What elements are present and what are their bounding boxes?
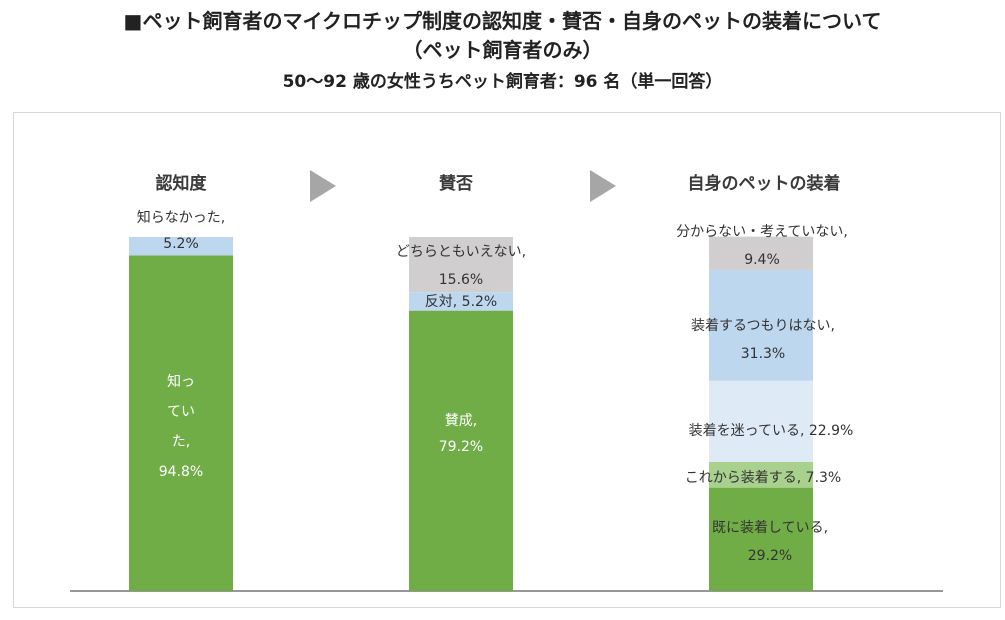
chevron-right-icon — [590, 170, 616, 202]
data-label: どちらともいえない, — [396, 244, 526, 260]
data-label: 9.4% — [744, 252, 780, 268]
bar-segment — [129, 255, 233, 591]
chart-header: 認知度 — [156, 173, 208, 194]
bar-segment — [409, 292, 513, 311]
data-label: 79.2% — [439, 439, 483, 455]
chart-subtitle: （ペット飼育者のみ） — [402, 38, 603, 62]
data-label: た, — [172, 434, 190, 450]
bar-segment — [709, 461, 813, 488]
data-label: 知らなかった, — [137, 209, 225, 226]
data-label: てい — [167, 404, 195, 420]
data-label: 装着するつもりはない, — [691, 318, 835, 334]
data-label: 31.3% — [741, 346, 785, 362]
data-label: 賛成, — [445, 413, 477, 429]
data-label: 知っ — [167, 373, 195, 390]
data-label: 5.2% — [163, 236, 199, 252]
bar-segment — [409, 237, 513, 293]
data-label: これから装着する, 7.3% — [685, 470, 841, 486]
data-label: 29.2% — [748, 548, 792, 564]
chart-header: 自身のペットの装着 — [688, 173, 841, 194]
bar-segment — [409, 310, 513, 591]
data-label: 既に装着している, — [712, 520, 828, 536]
data-label: 分からない・考えていない, — [676, 224, 848, 240]
chart-frame — [13, 112, 1001, 608]
chart-header: 賛否 — [439, 173, 473, 194]
data-label: 15.6% — [439, 272, 483, 288]
chart-title: ■ペット飼育者のマイクロチップ制度の認知度・賛否・自身のペットの装着について — [123, 9, 882, 33]
bar-segment — [709, 236, 813, 270]
bar-segment — [709, 380, 813, 462]
bar-segment — [709, 487, 813, 591]
chevron-right-icon — [310, 170, 336, 202]
data-label: 94.8% — [159, 464, 203, 480]
data-label: 装着を迷っている, 22.9% — [689, 423, 854, 439]
bar-segment — [709, 269, 813, 381]
chart-sample-note: 50〜92 歳の女性うちペット飼育者：96 名（単一回答） — [282, 72, 723, 92]
bar-segment — [129, 237, 233, 256]
data-label: 反対, 5.2% — [425, 294, 497, 310]
